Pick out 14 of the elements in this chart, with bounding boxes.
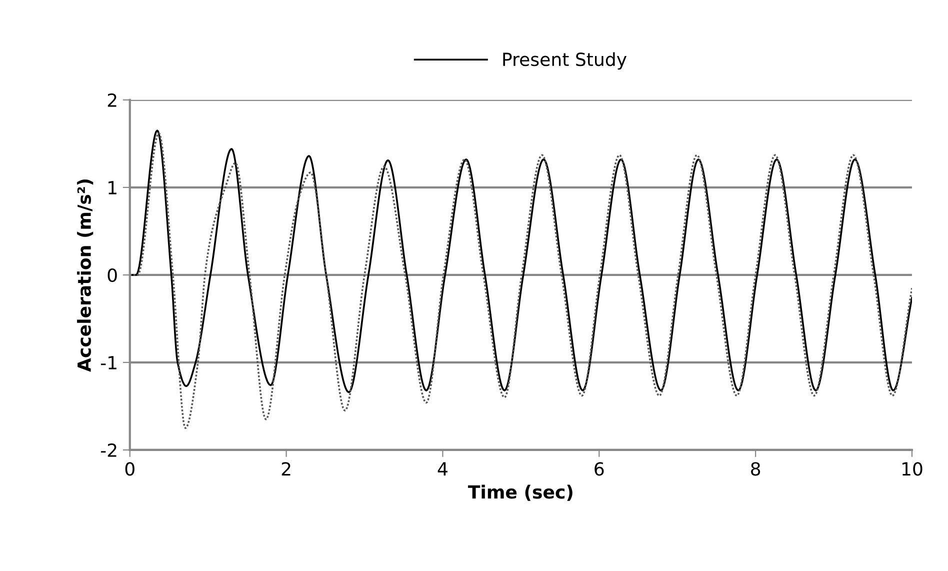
y-tick-label: -2 (100, 443, 116, 457)
x-tick-label: 6 (594, 462, 604, 476)
y-tick-label: -1 (100, 356, 116, 370)
x-tick-label: 8 (751, 462, 760, 476)
y-tick-label: 1 (108, 181, 116, 194)
x-tick-label: 2 (282, 462, 290, 476)
y-tick-label: 0 (108, 268, 117, 282)
x-tick-label: 4 (438, 462, 448, 476)
y-axis-title: Acceleration (m/s²) (77, 179, 94, 372)
x-axis-title: Time (sec) (468, 484, 572, 501)
y-tick-label: 2 (108, 93, 116, 107)
x-tick-label: 10 (902, 462, 922, 476)
x-tick-label: 0 (125, 462, 134, 476)
legend-label: Present Study (503, 52, 627, 70)
